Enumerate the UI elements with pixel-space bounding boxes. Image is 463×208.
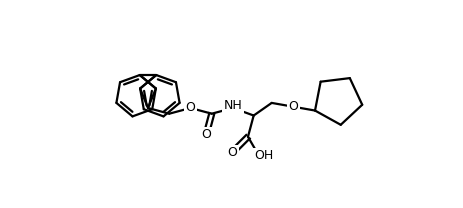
Text: NH: NH <box>223 99 242 113</box>
Text: OH: OH <box>254 149 273 162</box>
Text: O: O <box>227 146 237 159</box>
Text: O: O <box>200 129 211 141</box>
Text: O: O <box>185 102 195 114</box>
Text: O: O <box>288 100 298 113</box>
